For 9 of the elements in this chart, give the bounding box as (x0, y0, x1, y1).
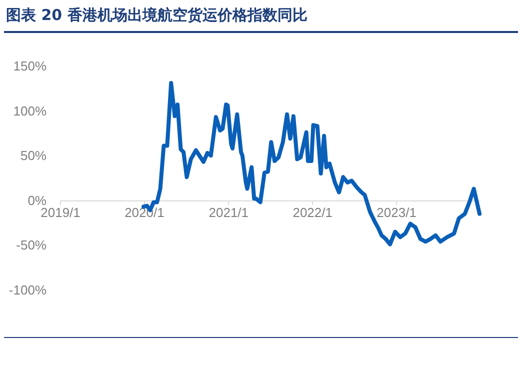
y-tick-label: 50% (20, 148, 47, 164)
y-tick-label: -50% (16, 238, 47, 253)
y-tick-label: -100% (8, 282, 47, 298)
chart-title: 图表 20 香港机场出境航空货运价格指数同比 (6, 6, 308, 25)
x-tick-label: 2021/1 (208, 204, 249, 220)
x-tick-label: 2023/1 (376, 204, 416, 220)
x-tick-label: 2022/1 (292, 204, 332, 220)
y-tick-label: 100% (13, 103, 47, 118)
y-tick-label: 150% (13, 58, 47, 74)
